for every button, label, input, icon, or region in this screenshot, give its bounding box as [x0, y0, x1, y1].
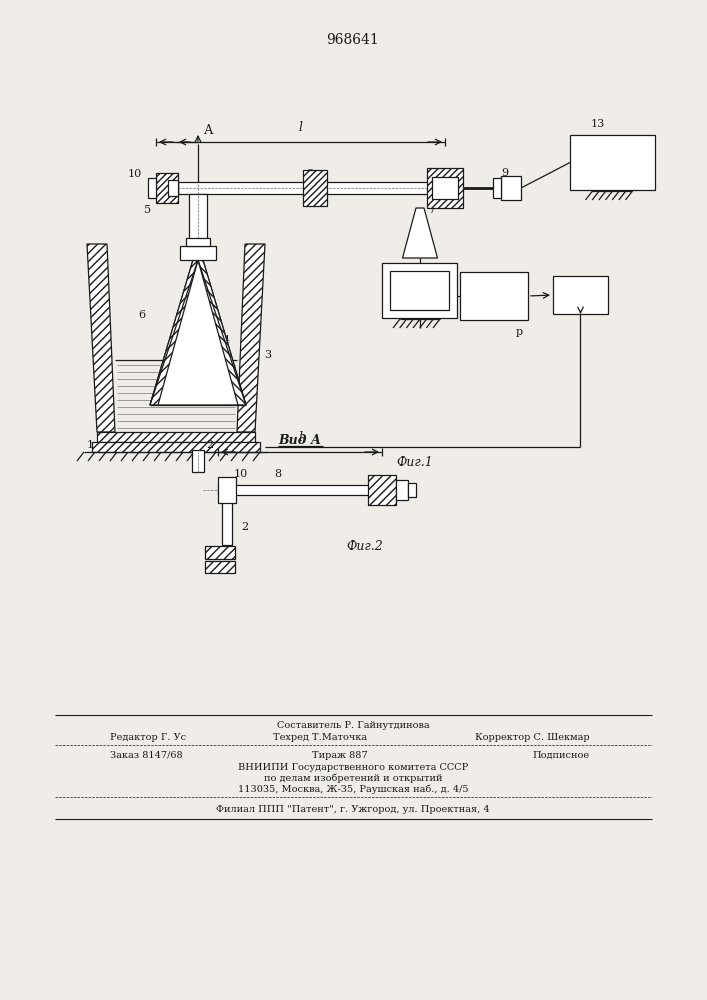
Text: ВНИИПИ Государственного комитета СССР: ВНИИПИ Государственного комитета СССР [238, 762, 468, 772]
Text: 13: 13 [591, 119, 605, 129]
Bar [303, 170, 327, 206]
Text: 968641: 968641 [327, 33, 380, 47]
Polygon shape [150, 260, 198, 405]
Bar [408, 483, 416, 497]
Bar [205, 546, 235, 559]
Polygon shape [150, 260, 246, 405]
Text: Тираж 887: Тираж 887 [312, 750, 368, 760]
Text: Составитель Р. Гайнутдинова: Составитель Р. Гайнутдинова [276, 720, 429, 730]
Text: l: l [298, 431, 302, 444]
Text: 5: 5 [144, 205, 151, 215]
Text: 11: 11 [487, 291, 501, 301]
Bar [390, 271, 449, 310]
Text: Техред Т.Маточка: Техред Т.Маточка [273, 732, 367, 742]
Bar [218, 485, 382, 495]
Polygon shape [237, 244, 265, 432]
Bar [460, 272, 528, 320]
Text: 1: 1 [86, 440, 93, 450]
Bar [570, 135, 655, 190]
Bar [178, 182, 455, 194]
Bar [493, 178, 501, 198]
Text: Корректор С. Шекмар: Корректор С. Шекмар [475, 732, 590, 742]
Text: 8: 8 [274, 469, 281, 479]
Text: по делам изобретений и открытий: по делам изобретений и открытий [264, 773, 443, 783]
Text: 12: 12 [573, 290, 588, 300]
Text: 2: 2 [241, 522, 249, 532]
Text: Заказ 8147/68: Заказ 8147/68 [110, 750, 182, 760]
Text: 3: 3 [264, 350, 271, 360]
Bar [92, 442, 260, 452]
Text: 9: 9 [501, 168, 508, 178]
Text: Фиг.1: Фиг.1 [397, 456, 433, 470]
Text: Филиал ППП "Патент", г. Ужгород, ул. Проектная, 4: Филиал ППП "Патент", г. Ужгород, ул. Про… [216, 804, 490, 814]
Text: Редактор Г. Ус: Редактор Г. Ус [110, 732, 186, 742]
Bar [192, 450, 204, 472]
Bar [501, 176, 521, 200]
Text: Вид А: Вид А [279, 434, 322, 446]
Text: Подписное: Подписное [533, 750, 590, 760]
Text: Фиг.2: Фиг.2 [346, 540, 383, 554]
Bar [156, 173, 178, 203]
Text: 113035, Москва, Ж-35, Раушская наб., д. 4/5: 113035, Москва, Ж-35, Раушская наб., д. … [238, 784, 468, 794]
Text: l: l [298, 121, 303, 134]
Bar [97, 432, 255, 442]
Polygon shape [402, 208, 438, 258]
Bar [553, 276, 608, 314]
Bar [368, 475, 396, 505]
Bar [427, 168, 463, 208]
Polygon shape [198, 260, 246, 405]
Bar [396, 480, 408, 500]
Text: 8: 8 [306, 169, 314, 179]
Bar [218, 477, 236, 503]
Text: А: А [204, 123, 214, 136]
Bar [222, 495, 232, 545]
Text: 7: 7 [428, 205, 436, 215]
Bar [205, 561, 235, 573]
Bar [432, 177, 458, 199]
Bar [148, 178, 156, 198]
Text: 4: 4 [223, 335, 230, 345]
Text: 10: 10 [234, 469, 248, 479]
Bar [382, 263, 457, 318]
Text: 2: 2 [206, 440, 214, 450]
Bar [180, 246, 216, 260]
Text: 6: 6 [139, 310, 146, 320]
Polygon shape [87, 244, 115, 432]
Bar [186, 238, 210, 246]
Text: р: р [515, 327, 522, 337]
Text: 10: 10 [128, 169, 142, 179]
Bar [168, 180, 178, 196]
Bar [189, 194, 207, 244]
